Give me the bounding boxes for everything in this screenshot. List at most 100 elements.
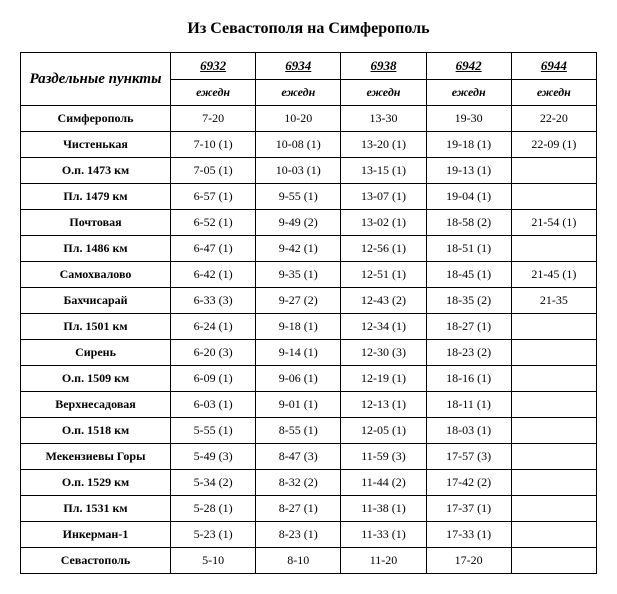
table-row: Верхнесадовая6-03 (1)9-01 (1)12-13 (1)18…: [21, 392, 597, 418]
time-cell: [511, 496, 596, 522]
time-cell: 12-56 (1): [341, 236, 426, 262]
station-cell: Симферополь: [21, 106, 171, 132]
table-row: Севастополь5-108-1011-2017-20: [21, 548, 597, 574]
time-cell: 6-57 (1): [171, 184, 256, 210]
time-cell: 11-38 (1): [341, 496, 426, 522]
time-cell: 19-30: [426, 106, 511, 132]
table-row: О.п. 1518 км5-55 (1)8-55 (1)12-05 (1)18-…: [21, 418, 597, 444]
time-cell: [511, 522, 596, 548]
time-cell: 17-42 (2): [426, 470, 511, 496]
train-header-2: 6938: [341, 53, 426, 80]
time-cell: 9-06 (1): [256, 366, 341, 392]
time-cell: 6-20 (3): [171, 340, 256, 366]
time-cell: 13-07 (1): [341, 184, 426, 210]
time-cell: 5-34 (2): [171, 470, 256, 496]
time-cell: 12-43 (2): [341, 288, 426, 314]
table-row: О.п. 1509 км6-09 (1)9-06 (1)12-19 (1)18-…: [21, 366, 597, 392]
time-cell: 18-51 (1): [426, 236, 511, 262]
time-cell: 11-33 (1): [341, 522, 426, 548]
time-cell: 6-47 (1): [171, 236, 256, 262]
time-cell: 7-20: [171, 106, 256, 132]
time-cell: 18-03 (1): [426, 418, 511, 444]
station-header: Раздельные пункты: [21, 53, 171, 106]
station-cell: Сирень: [21, 340, 171, 366]
time-cell: 5-49 (3): [171, 444, 256, 470]
time-cell: 19-04 (1): [426, 184, 511, 210]
time-cell: [511, 470, 596, 496]
time-cell: 21-54 (1): [511, 210, 596, 236]
station-cell: Почтовая: [21, 210, 171, 236]
time-cell: 17-20: [426, 548, 511, 574]
table-row: Симферополь7-2010-2013-3019-3022-20: [21, 106, 597, 132]
time-cell: [511, 418, 596, 444]
time-cell: [511, 236, 596, 262]
time-cell: 13-15 (1): [341, 158, 426, 184]
station-cell: Мекензиевы Горы: [21, 444, 171, 470]
time-cell: 19-18 (1): [426, 132, 511, 158]
time-cell: 11-44 (2): [341, 470, 426, 496]
freq-header-4: ежедн: [511, 80, 596, 106]
table-row: Пл. 1501 км6-24 (1)9-18 (1)12-34 (1)18-2…: [21, 314, 597, 340]
table-head: Раздельные пункты69326934693869426944еже…: [21, 53, 597, 106]
station-cell: Пл. 1531 км: [21, 496, 171, 522]
station-cell: Пл. 1486 км: [21, 236, 171, 262]
time-cell: 6-24 (1): [171, 314, 256, 340]
table-row: Пл. 1486 км6-47 (1)9-42 (1)12-56 (1)18-5…: [21, 236, 597, 262]
time-cell: 9-55 (1): [256, 184, 341, 210]
time-cell: 17-57 (3): [426, 444, 511, 470]
time-cell: 5-28 (1): [171, 496, 256, 522]
time-cell: 17-37 (1): [426, 496, 511, 522]
train-header-3: 6942: [426, 53, 511, 80]
time-cell: 8-10: [256, 548, 341, 574]
time-cell: 8-27 (1): [256, 496, 341, 522]
timetable: Раздельные пункты69326934693869426944еже…: [20, 52, 597, 574]
time-cell: 8-55 (1): [256, 418, 341, 444]
train-header-4: 6944: [511, 53, 596, 80]
train-header-1: 6934: [256, 53, 341, 80]
time-cell: 18-11 (1): [426, 392, 511, 418]
time-cell: 7-05 (1): [171, 158, 256, 184]
time-cell: 12-13 (1): [341, 392, 426, 418]
train-header-0: 6932: [171, 53, 256, 80]
station-cell: Бахчисарай: [21, 288, 171, 314]
table-row: Инкерман-15-23 (1)8-23 (1)11-33 (1)17-33…: [21, 522, 597, 548]
time-cell: 9-27 (2): [256, 288, 341, 314]
table-row: Сирень6-20 (3)9-14 (1)12-30 (3)18-23 (2): [21, 340, 597, 366]
time-cell: 6-42 (1): [171, 262, 256, 288]
time-cell: 19-13 (1): [426, 158, 511, 184]
station-cell: Чистенькая: [21, 132, 171, 158]
station-cell: О.п. 1529 км: [21, 470, 171, 496]
table-row: Пл. 1531 км5-28 (1)8-27 (1)11-38 (1)17-3…: [21, 496, 597, 522]
time-cell: 21-35: [511, 288, 596, 314]
time-cell: 21-45 (1): [511, 262, 596, 288]
time-cell: 12-34 (1): [341, 314, 426, 340]
station-cell: Пл. 1479 км: [21, 184, 171, 210]
time-cell: 6-33 (3): [171, 288, 256, 314]
station-cell: О.п. 1509 км: [21, 366, 171, 392]
time-cell: [511, 340, 596, 366]
time-cell: [511, 548, 596, 574]
time-cell: 8-32 (2): [256, 470, 341, 496]
time-cell: 5-10: [171, 548, 256, 574]
time-cell: [511, 366, 596, 392]
table-row: О.п. 1473 км7-05 (1)10-03 (1)13-15 (1)19…: [21, 158, 597, 184]
time-cell: 22-20: [511, 106, 596, 132]
table-row: Бахчисарай6-33 (3)9-27 (2)12-43 (2)18-35…: [21, 288, 597, 314]
time-cell: 8-47 (3): [256, 444, 341, 470]
time-cell: 12-05 (1): [341, 418, 426, 444]
time-cell: 9-14 (1): [256, 340, 341, 366]
freq-header-1: ежедн: [256, 80, 341, 106]
time-cell: 10-20: [256, 106, 341, 132]
time-cell: 9-42 (1): [256, 236, 341, 262]
time-cell: 13-20 (1): [341, 132, 426, 158]
time-cell: [511, 444, 596, 470]
table-row: Почтовая6-52 (1)9-49 (2)13-02 (1)18-58 (…: [21, 210, 597, 236]
time-cell: 22-09 (1): [511, 132, 596, 158]
time-cell: 17-33 (1): [426, 522, 511, 548]
time-cell: [511, 184, 596, 210]
time-cell: 6-03 (1): [171, 392, 256, 418]
freq-header-3: ежедн: [426, 80, 511, 106]
time-cell: [511, 314, 596, 340]
time-cell: 7-10 (1): [171, 132, 256, 158]
time-cell: 18-45 (1): [426, 262, 511, 288]
